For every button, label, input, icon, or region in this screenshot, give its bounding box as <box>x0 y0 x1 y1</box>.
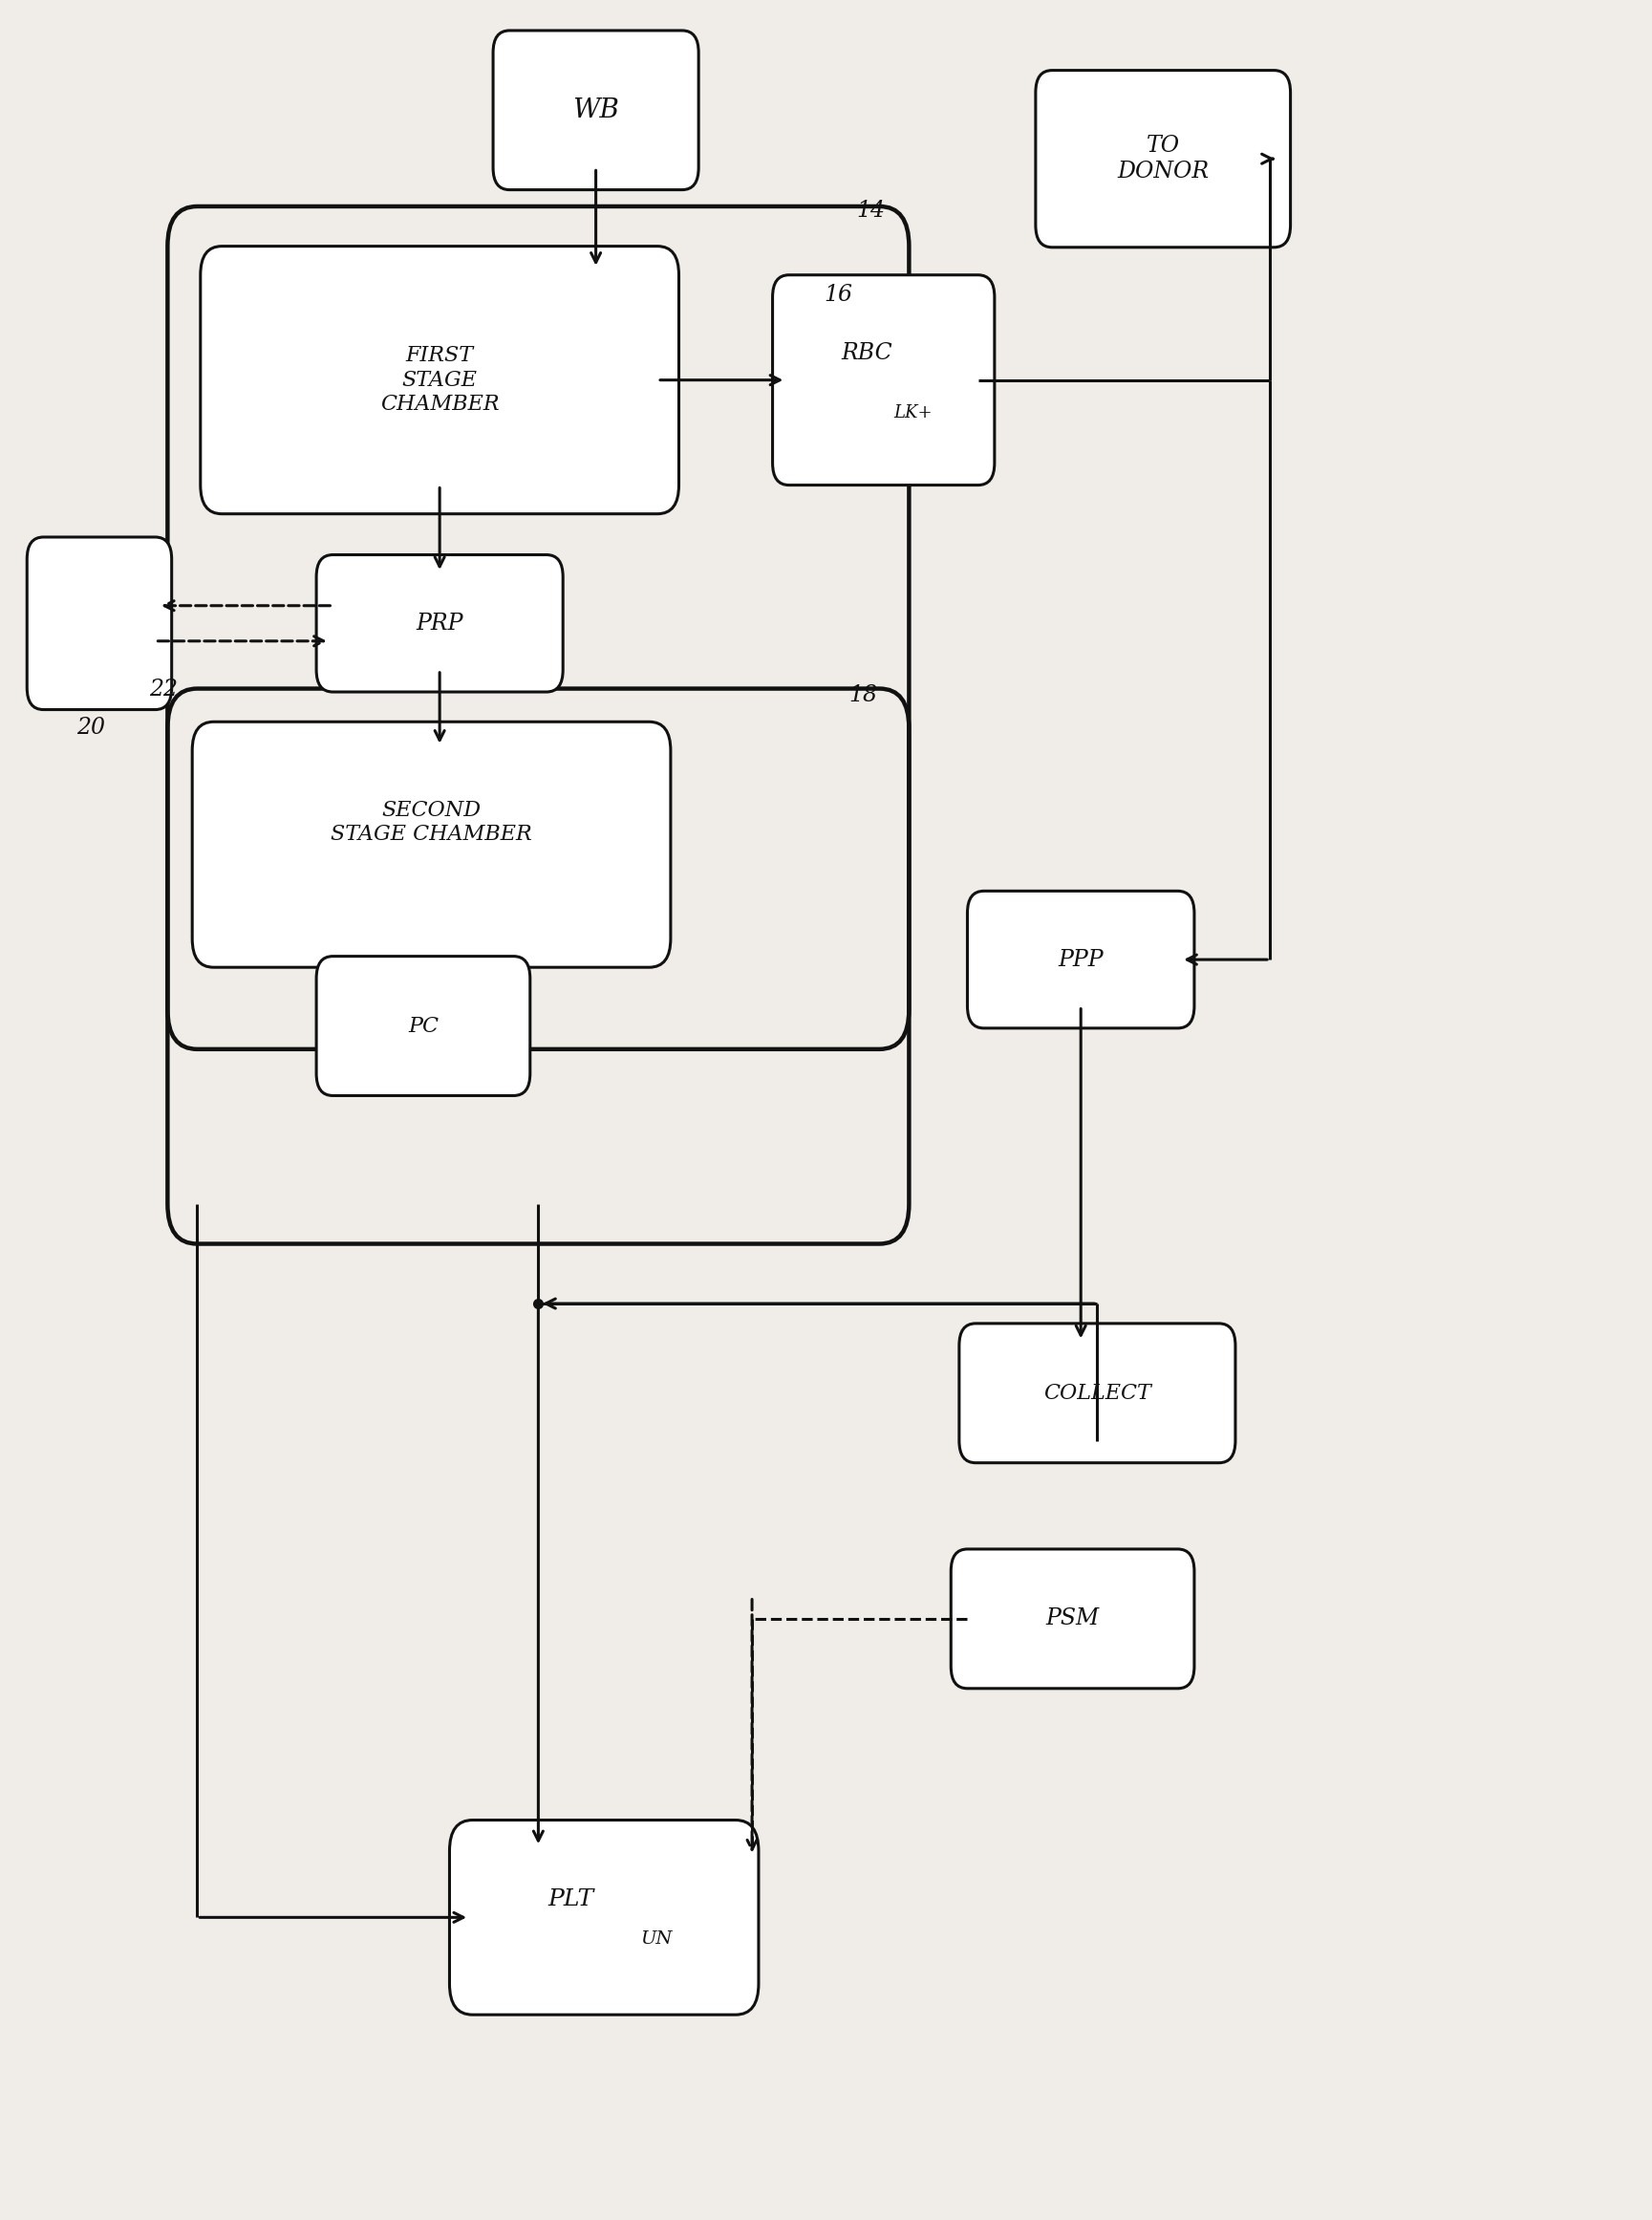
Text: PRP: PRP <box>416 613 463 635</box>
FancyBboxPatch shape <box>26 537 172 710</box>
Text: 20: 20 <box>76 717 106 739</box>
FancyBboxPatch shape <box>192 722 671 968</box>
FancyBboxPatch shape <box>316 555 563 693</box>
Text: 14: 14 <box>857 200 885 222</box>
FancyBboxPatch shape <box>968 890 1194 1028</box>
Text: 18: 18 <box>849 684 877 706</box>
Text: TO
DONOR: TO DONOR <box>1117 135 1209 182</box>
Text: WB: WB <box>573 98 620 122</box>
FancyBboxPatch shape <box>952 1550 1194 1689</box>
FancyBboxPatch shape <box>316 957 530 1097</box>
Text: PLT: PLT <box>548 1889 595 1911</box>
Text: PSM: PSM <box>1046 1607 1100 1629</box>
Text: COLLECT: COLLECT <box>1044 1383 1151 1403</box>
Text: LK+: LK+ <box>894 404 932 422</box>
Text: RBC: RBC <box>841 342 892 364</box>
FancyBboxPatch shape <box>960 1323 1236 1463</box>
Text: PC: PC <box>408 1015 438 1037</box>
FancyBboxPatch shape <box>492 31 699 189</box>
FancyBboxPatch shape <box>449 1820 758 2016</box>
Text: FIRST
STAGE
CHAMBER: FIRST STAGE CHAMBER <box>380 346 499 415</box>
Text: PPP: PPP <box>1057 948 1104 970</box>
Text: 16: 16 <box>824 284 852 306</box>
FancyBboxPatch shape <box>1036 71 1290 246</box>
Text: SECOND
STAGE CHAMBER: SECOND STAGE CHAMBER <box>330 799 532 846</box>
FancyBboxPatch shape <box>200 246 679 513</box>
FancyBboxPatch shape <box>773 275 995 486</box>
Text: 22: 22 <box>149 679 178 702</box>
Text: UN: UN <box>641 1931 672 1949</box>
